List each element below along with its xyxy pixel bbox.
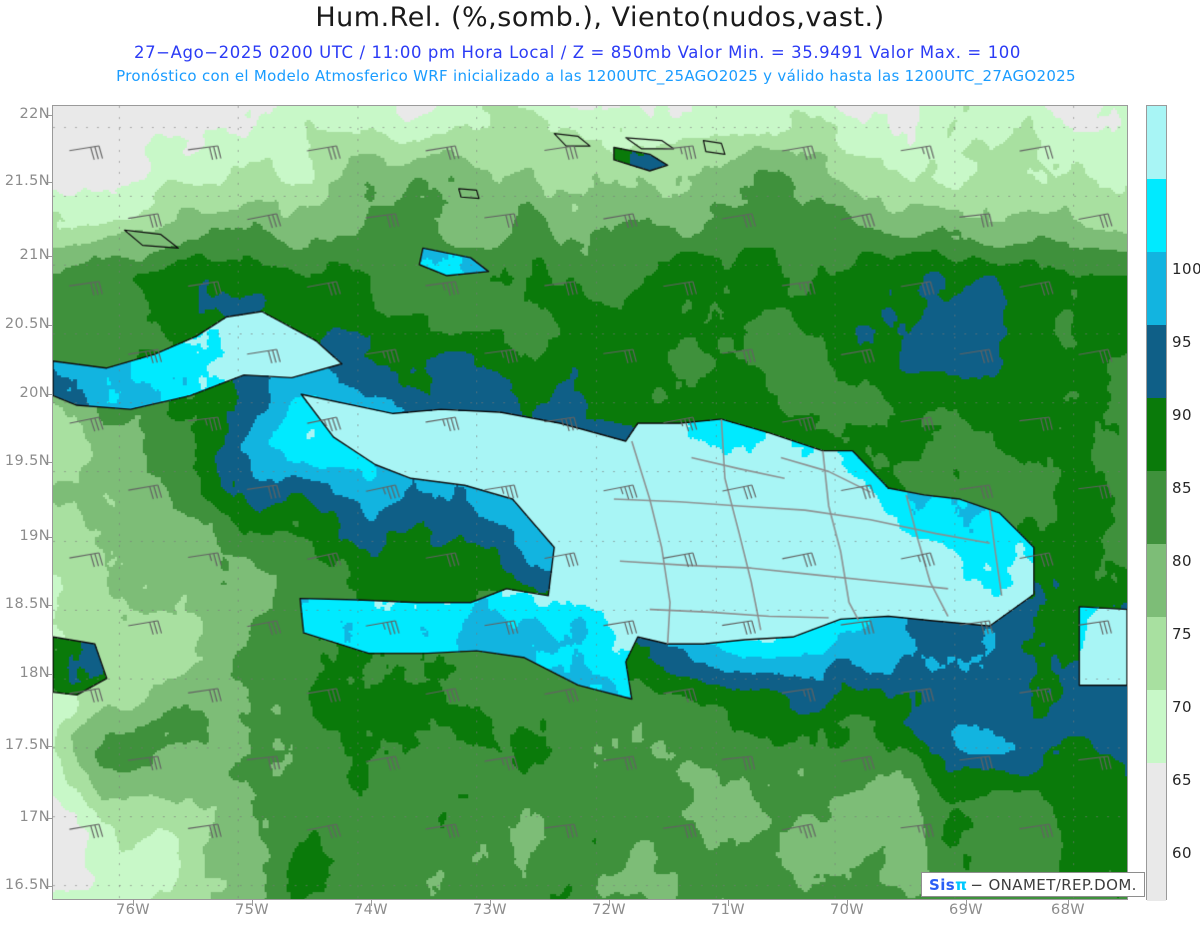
colorbar-band	[1147, 252, 1166, 325]
x-tick-label: 71W	[711, 902, 745, 918]
watermark-agency: − ONAMET/REP.DOM.	[970, 875, 1137, 894]
colorbar-band	[1147, 325, 1166, 398]
y-tick-label: 16.5N	[4, 877, 50, 893]
colorbar-relative-humidity	[1146, 105, 1167, 901]
y-tick-label: 18.5N	[4, 596, 50, 612]
x-tick-mark	[847, 900, 848, 906]
y-tick-mark	[46, 256, 52, 257]
colorbar-tick-label: 60	[1172, 844, 1193, 862]
colorbar-tick-label: 65	[1172, 771, 1193, 789]
colorbar-band	[1147, 471, 1166, 544]
x-tick-mark	[1068, 900, 1069, 906]
y-tick-mark	[46, 886, 52, 887]
subtitle-valid-time: 27−Ago−2025 0200 UTC / 11:00 pm Hora Loc…	[133, 43, 1021, 62]
y-tick-label: 21.5N	[4, 173, 50, 189]
x-tick-label: 74W	[354, 902, 388, 918]
subtitle-model-info: Pronóstico con el Modelo Atmosferico WRF…	[116, 67, 1076, 85]
x-tick-mark	[252, 900, 253, 906]
y-tick-label: 21N	[19, 247, 50, 263]
relative-humidity-heatmap	[53, 106, 1127, 899]
x-tick-mark	[371, 900, 372, 906]
page-title: Hum.Rel. (%,somb.), Viento(nudos,vast.)	[315, 2, 885, 33]
y-tick-label: 17.5N	[4, 737, 50, 753]
y-tick-label: 20N	[19, 385, 50, 401]
y-tick-label: 17N	[19, 809, 50, 825]
colorbar-band	[1147, 763, 1166, 901]
colorbar-band	[1147, 690, 1166, 763]
x-tick-label: 76W	[116, 902, 150, 918]
x-tick-label: 69W	[949, 902, 983, 918]
colorbar-tick-label: 85	[1172, 479, 1193, 497]
colorbar-tick-label: 95	[1172, 333, 1193, 351]
x-tick-label: 75W	[235, 902, 269, 918]
watermark-onamet: Sis π − ONAMET/REP.DOM.	[921, 872, 1145, 897]
colorbar-band	[1147, 617, 1166, 690]
y-tick-mark	[46, 746, 52, 747]
colorbar-band	[1147, 398, 1166, 471]
y-tick-label: 20.5N	[4, 316, 50, 332]
y-tick-mark	[46, 537, 52, 538]
x-tick-mark	[728, 900, 729, 906]
watermark-brand-sis: Sis	[929, 875, 956, 894]
y-tick-mark	[46, 605, 52, 606]
y-tick-label: 19N	[19, 528, 50, 544]
x-tick-label: 68W	[1051, 902, 1085, 918]
y-tick-mark	[46, 115, 52, 116]
colorbar-tick-label: 100	[1172, 260, 1200, 278]
y-tick-mark	[46, 394, 52, 395]
colorbar-tick-label: 75	[1172, 625, 1193, 643]
x-tick-label: 73W	[473, 902, 507, 918]
colorbar-tick-label: 90	[1172, 406, 1193, 424]
y-tick-label: 19.5N	[4, 453, 50, 469]
colorbar-tick-label: 80	[1172, 552, 1193, 570]
colorbar-band	[1147, 179, 1166, 252]
y-tick-mark	[46, 818, 52, 819]
x-tick-mark	[490, 900, 491, 906]
x-tick-mark	[966, 900, 967, 906]
colorbar-band	[1147, 544, 1166, 617]
y-tick-mark	[46, 674, 52, 675]
y-tick-mark	[46, 462, 52, 463]
x-tick-mark	[609, 900, 610, 906]
y-tick-mark	[46, 325, 52, 326]
watermark-pi-icon: π	[955, 875, 968, 894]
y-tick-label: 18N	[19, 665, 50, 681]
map-plot-area[interactable]	[52, 105, 1128, 900]
y-tick-label: 22N	[19, 106, 50, 122]
colorbar-tick-label: 70	[1172, 698, 1193, 716]
colorbar-band	[1147, 106, 1166, 179]
x-tick-mark	[133, 900, 134, 906]
x-tick-label: 72W	[592, 902, 626, 918]
x-tick-label: 70W	[830, 902, 864, 918]
y-tick-mark	[46, 182, 52, 183]
